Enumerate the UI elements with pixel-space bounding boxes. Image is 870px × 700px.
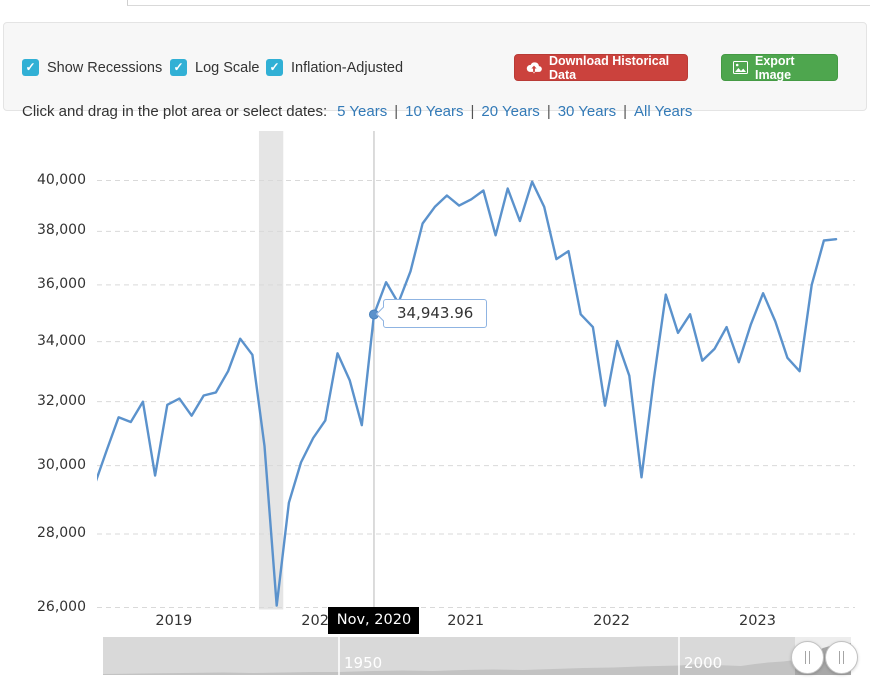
button-label: Download Historical Data bbox=[549, 53, 670, 82]
y-axis-label: 34,000 bbox=[37, 332, 86, 349]
checkmark-icon: ✓ bbox=[22, 59, 39, 76]
y-axis-label: 30,000 bbox=[37, 456, 86, 473]
range-link-20-years[interactable]: 20 Years bbox=[481, 103, 540, 120]
range-separator: | bbox=[623, 103, 628, 120]
grip-icon bbox=[805, 651, 810, 664]
checkbox-log-scale[interactable]: ✓ Log Scale bbox=[170, 59, 260, 76]
y-axis-label: 26,000 bbox=[37, 598, 86, 615]
x-axis-label: 2023 bbox=[739, 613, 776, 629]
navigator-year-label: 1950 bbox=[344, 654, 383, 672]
chart-controls-panel: ✓ Show Recessions ✓ Log Scale ✓ Inflatio… bbox=[3, 22, 867, 120]
checkmark-icon: ✓ bbox=[266, 59, 283, 76]
y-axis-label: 32,000 bbox=[37, 392, 86, 409]
navigator-area bbox=[103, 643, 851, 675]
range-link-5-years[interactable]: 5 Years bbox=[337, 103, 388, 120]
price-line bbox=[97, 180, 838, 607]
navigator-minimap[interactable] bbox=[103, 637, 851, 675]
date-range-selector: Click and drag in the plot area or selec… bbox=[22, 103, 852, 120]
range-prompt: Click and drag in the plot area or selec… bbox=[22, 103, 328, 120]
grip-icon bbox=[839, 651, 844, 664]
cloud-download-icon bbox=[526, 61, 542, 74]
checkbox-label: Log Scale bbox=[195, 59, 260, 76]
checkbox-show-recessions[interactable]: ✓ Show Recessions bbox=[22, 59, 162, 76]
range-link-10-years[interactable]: 10 Years bbox=[405, 103, 464, 120]
checkbox-inflation-adjusted[interactable]: ✓ Inflation-Adjusted bbox=[266, 59, 403, 76]
export-image-button[interactable]: Export Image bbox=[721, 53, 838, 82]
x-axis-label: 2021 bbox=[447, 613, 485, 629]
range-link-all-years[interactable]: All Years bbox=[634, 103, 693, 120]
x-axis-label: 2019 bbox=[155, 613, 193, 629]
download-historical-data-button[interactable]: Download Historical Data bbox=[514, 53, 688, 82]
navigator-handle-right[interactable] bbox=[825, 641, 858, 674]
button-label: Export Image bbox=[755, 53, 795, 82]
y-axis-label: 38,000 bbox=[37, 222, 86, 239]
range-separator: | bbox=[470, 103, 475, 120]
range-separator: | bbox=[394, 103, 399, 120]
image-icon bbox=[733, 61, 748, 74]
y-axis-label: 40,000 bbox=[37, 171, 86, 188]
range-link-30-years[interactable]: 30 Years bbox=[557, 103, 617, 120]
checkbox-label: Show Recessions bbox=[47, 59, 163, 76]
chart-tooltip: 34,943.96 bbox=[375, 299, 488, 329]
partial-input-border bbox=[127, 0, 870, 6]
navigator-year-label: 2000 bbox=[684, 654, 723, 672]
y-axis-label: 36,000 bbox=[37, 275, 86, 292]
navigator-handle-left[interactable] bbox=[791, 641, 824, 674]
tooltip-value: 34,943.96 bbox=[396, 304, 474, 323]
y-axis-label: 28,000 bbox=[37, 525, 86, 542]
checkbox-label: Inflation-Adjusted bbox=[291, 59, 404, 76]
checkmark-icon: ✓ bbox=[170, 59, 187, 76]
crosshair-date-label: Nov, 2020 bbox=[328, 607, 420, 634]
x-axis-label: 2022 bbox=[593, 613, 631, 629]
range-separator: | bbox=[546, 103, 551, 120]
